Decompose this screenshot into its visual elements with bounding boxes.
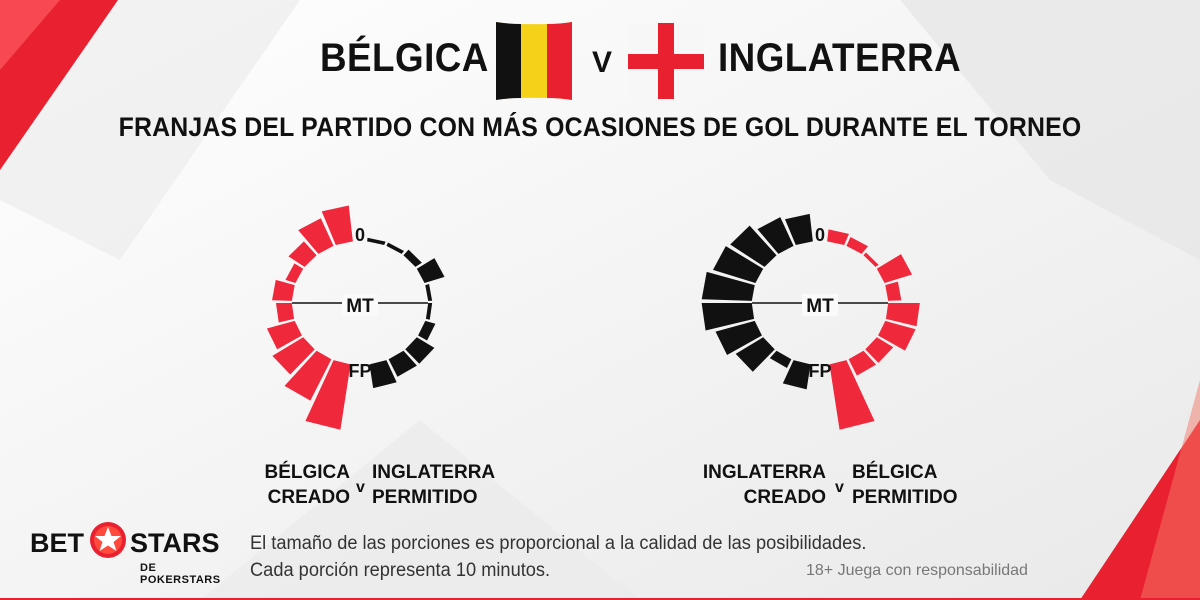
center-label-half: MT [346,296,374,317]
legend-right-team-block: BÉLGICA PERMITIDO [852,460,958,510]
segment-right-2 [386,242,405,254]
segment-right-1 [367,237,386,246]
legend-left-role: CREADO [267,487,350,508]
betstars-logo: BET STARS DE POKERSTARS [30,518,240,586]
segment-left-1 [785,213,813,246]
england-flag-icon [628,22,704,100]
segment-left-3 [730,225,777,267]
legend-left-team: INGLATERRA [702,462,826,483]
segment-left-10 [782,360,811,390]
star-logo-icon [90,522,126,558]
segment-right-6 [425,303,433,320]
legend-right-vs: v [835,479,844,496]
title-row: BÉLGICA V INGLATERRA [0,10,1200,100]
segment-left-2 [757,217,794,254]
radial-chart-left: MT 0 FP [266,205,445,430]
segment-left-3 [288,241,317,267]
legend-right-team: BÉLGICA [852,462,938,483]
segment-left-5 [272,279,295,301]
legend-left-team: BÉLGICA [264,462,351,483]
segment-right-3 [403,249,422,267]
segment-right-6 [885,303,920,327]
segment-left-4 [712,246,764,284]
segment-right-9 [388,350,417,377]
segment-right-9 [848,350,877,376]
footer-note: El tamaño de las porciones es proporcion… [250,530,866,584]
legend-right-role: PERMITIDO [852,487,958,508]
segment-left-1 [321,205,353,246]
radial-chart-right: MT 0 FP [701,213,920,430]
legend-left-role: CREADO [743,487,826,508]
chart-subtitle: FRANJAS DEL PARTIDO CON MÁS OCASIONES DE… [118,112,1082,142]
segment-left-10 [305,360,351,430]
center-label-end: FP [348,361,371,381]
footer-note-line2: Cada porción representa 10 minutos. [250,560,551,581]
center-label-end: FP [808,361,831,381]
segment-left-9 [769,350,792,368]
segment-left-9 [284,350,332,401]
segment-left-7 [715,320,762,355]
team-right-name: INGLATERRA [718,36,962,80]
segment-right-7 [878,320,916,351]
segment-left-6 [701,303,755,331]
segment-right-5 [425,284,433,301]
legend-right-role: PERMITIDO [372,487,478,508]
versus-label: V [592,46,613,79]
legend-left-vs: v [356,479,365,496]
segment-right-8 [865,337,894,363]
segment-left-8 [735,337,775,372]
legend-left-team-block: INGLATERRA CREADO [703,460,826,510]
segment-left-4 [285,263,304,284]
segment-right-10 [369,360,397,389]
segment-left-8 [272,337,315,375]
segment-right-4 [876,254,913,284]
team-left-name: BÉLGICA [320,36,489,80]
segment-right-8 [405,337,435,364]
belgium-flag-icon [496,22,572,100]
segment-right-1 [827,229,849,246]
responsible-gambling-note: 18+ Juega con responsabilidad [806,562,1028,579]
segment-right-10 [829,360,875,430]
segment-left-2 [298,218,334,254]
footer-note-line1: El tamaño de las porciones es proporcion… [250,533,867,554]
segment-right-5 [885,281,902,301]
center-label-half: MT [806,296,834,317]
logo-subtext: DE POKERSTARS [140,562,221,586]
legend-right-team: INGLATERRA [372,462,496,483]
legend-left-team-block: BÉLGICA CREADO [265,460,351,510]
segment-right-7 [418,320,436,341]
label-bg [802,294,838,316]
segment-left-7 [266,320,302,350]
center-label-start: 0 [355,225,365,245]
center-label-start: 0 [815,225,825,245]
legend-right-team-block: INGLATERRA PERMITIDO [372,460,495,510]
segment-right-4 [416,258,445,284]
logo-text-bet: BET [30,528,84,558]
segment-right-3 [863,252,879,267]
segment-left-6 [275,303,295,323]
label-bg [342,294,378,316]
logo-text-stars: STARS [130,528,220,558]
segment-left-5 [701,271,755,301]
segment-right-2 [846,236,869,254]
